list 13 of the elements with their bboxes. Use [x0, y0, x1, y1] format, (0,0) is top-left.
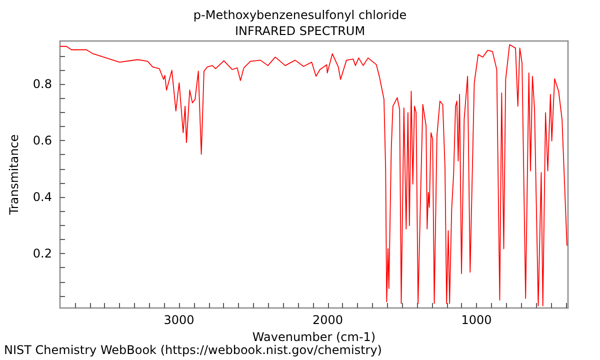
x-tick-label: 2000	[312, 313, 344, 327]
x-tick-label: 1000	[461, 313, 492, 327]
x-tick-label: 3000	[164, 313, 194, 327]
y-axis-title: Transmitance	[7, 134, 21, 216]
y-tick-label: 0.4	[32, 190, 52, 204]
y-tick-label: 0.8	[32, 77, 52, 92]
chart-title: p-Methoxybenzenesulfonyl chloride	[193, 8, 407, 22]
y-tick-label: 0.2	[32, 246, 52, 261]
x-axis-title: Wavenumber (cm-1)	[252, 330, 376, 344]
y-tick-label: 0.6	[32, 134, 52, 148]
chart-subtitle: INFRARED SPECTRUM	[234, 24, 366, 38]
line-series	[60, 44, 568, 306]
text: NIST Chemistry WebBook (https://webbook.nist.gov/chemistry)	[4, 343, 382, 357]
